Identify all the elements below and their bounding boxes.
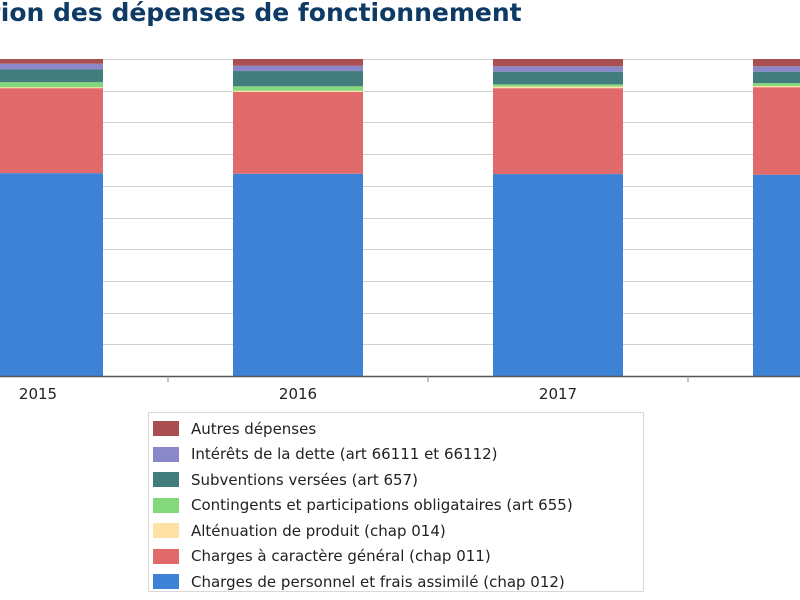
bar-segment: [233, 86, 363, 91]
bar-segment: [0, 82, 103, 88]
x-tick-label: 2017: [539, 385, 577, 403]
legend-item[interactable]: Alténuation de produit (chap 014): [149, 518, 643, 544]
legend-item[interactable]: Autres dépenses: [149, 416, 643, 442]
bar-segment: [493, 88, 623, 175]
x-axis: 2015 2016 2017 2018: [0, 375, 800, 403]
legend-label: Subventions versées (art 657): [191, 470, 418, 489]
bar-segment: [493, 84, 623, 87]
bar-segment: [753, 87, 800, 175]
x-tick-label: 2018: [799, 385, 800, 403]
bar-segment: [753, 85, 800, 88]
bar-segment: [493, 86, 623, 89]
legend-label: Autres dépenses: [191, 419, 317, 438]
bar-segment: [233, 59, 363, 66]
bar-segment: [753, 59, 800, 67]
bar-segment: [753, 174, 800, 376]
bar-segment: [0, 88, 103, 174]
bar-segment: [233, 90, 363, 92]
legend-swatch: [153, 497, 179, 513]
legend-label: Alténuation de produit (chap 014): [191, 521, 446, 540]
legend-label: Contingents et participations obligatair…: [191, 496, 573, 515]
bar-segment: [493, 174, 623, 376]
x-tick-label: 2015: [19, 385, 57, 403]
legend-item[interactable]: Charges de personnel et frais assimilé (…: [149, 569, 643, 595]
legend-item[interactable]: Charges à caractère général (chap 011): [149, 544, 643, 570]
legend-item[interactable]: Contingents et participations obligatair…: [149, 493, 643, 519]
bar-segment: [233, 91, 363, 174]
legend-label: Charges de personnel et frais assimilé (…: [191, 572, 565, 591]
bar-segment: [0, 59, 103, 64]
legend-swatch: [153, 548, 179, 564]
legend-swatch: [153, 574, 179, 590]
bars: [0, 59, 800, 376]
legend-item[interactable]: Subventions versées (art 657): [149, 467, 643, 493]
chart-title-text: Répartition des dépenses de fonctionneme…: [0, 0, 522, 27]
bar-segment: [753, 83, 800, 86]
bar-segment: [493, 59, 623, 67]
legend-label: Charges à caractère général (chap 011): [191, 547, 491, 566]
legend-swatch: [153, 523, 179, 539]
chart-title: Répartition des dépenses de fonctionneme…: [0, 0, 800, 30]
legend-swatch: [153, 472, 179, 488]
bar-segment: [0, 87, 103, 89]
bar-segment: [0, 63, 103, 70]
bar-segment: [493, 71, 623, 85]
bar-segment: [233, 71, 363, 87]
x-tick-label: 2016: [279, 385, 317, 403]
bar-segment: [753, 71, 800, 84]
legend-swatch: [153, 446, 179, 462]
bar-segment: [233, 65, 363, 72]
bar-segment: [0, 69, 103, 83]
legend: Autres dépenses Intérêts de la dette (art…: [148, 412, 644, 592]
bar-segment: [0, 173, 103, 376]
legend-item[interactable]: Intérêts de la dette (art 66111 et 66112…: [149, 442, 643, 468]
bar-segment: [753, 66, 800, 72]
gridlines: [0, 59, 800, 345]
bar-segment: [493, 66, 623, 72]
chart-plot-area: 2015 2016 2017 2018: [0, 59, 800, 403]
bar-segment: [233, 173, 363, 376]
legend-swatch: [153, 421, 179, 437]
legend-label: Intérêts de la dette (art 66111 et 66112…: [191, 445, 498, 464]
